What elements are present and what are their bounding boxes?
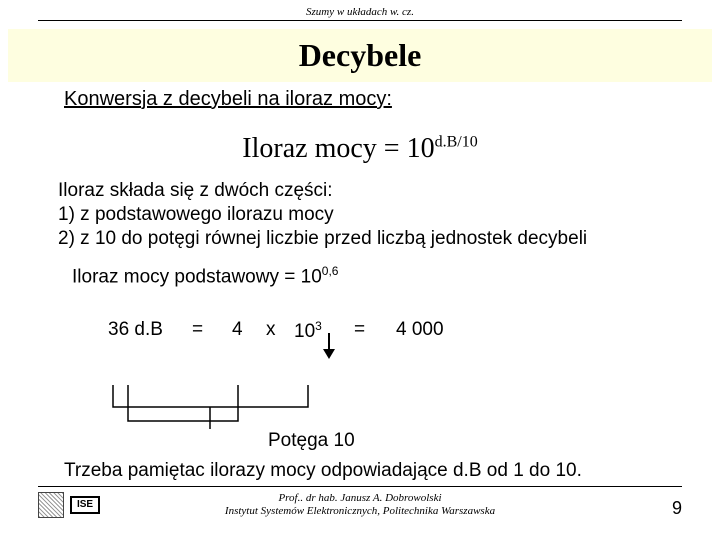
footer-line-2: Instytut Systemów Elektronicznych, Polit… — [0, 505, 720, 518]
sub-formula-text: Iloraz mocy podstawowy = 10 — [72, 267, 322, 288]
bracket-2-icon — [113, 385, 333, 435]
calc-ten-base: 10 — [294, 321, 315, 343]
title-box: Decybele — [8, 29, 712, 82]
main-formula: Iloraz mocy = 10d.B/10 — [0, 133, 720, 165]
calc-four: 4 — [232, 319, 243, 341]
calc-eq1: = — [192, 319, 203, 341]
calc-x: x — [266, 319, 276, 341]
calc-eq2: = — [354, 319, 365, 341]
page-number: 9 — [672, 498, 682, 519]
potega-label: Potęga 10 — [268, 430, 355, 452]
page-title: Decybele — [8, 37, 712, 74]
bottom-note: Trzeba pamiętac ilorazy mocy odpowiadają… — [64, 460, 582, 482]
running-header: Szumy w układach w. cz. — [0, 0, 720, 20]
sub-formula: Iloraz mocy podstawowy = 100,6 — [72, 264, 720, 288]
calc-ten-exp: 3 — [315, 319, 322, 333]
footer: Prof.. dr hab. Janusz A. Dobrowolski Ins… — [0, 492, 720, 518]
formula-lhs: Iloraz mocy = 10 — [242, 133, 434, 164]
subtitle: Konwersja z decybeli na iloraz mocy: — [64, 88, 720, 111]
body-text: Iloraz składa się z dwóch części: 1) z p… — [58, 179, 682, 250]
formula-sup: d.B/10 — [435, 134, 478, 151]
calc-row: 36 d.B = 4 x 103 = 4 000 — [108, 319, 720, 347]
bottom-rule — [38, 486, 682, 487]
body-line-1: Iloraz składa się z dwóch części: — [58, 179, 682, 203]
sub-formula-sup: 0,6 — [322, 264, 339, 278]
top-rule — [38, 20, 682, 21]
calc-db: 36 d.B — [108, 319, 163, 341]
calc-result: 4 000 — [396, 319, 444, 341]
body-line-3: 2) z 10 do potęgi równej liczbie przed l… — [58, 227, 682, 251]
footer-line-1: Prof.. dr hab. Janusz A. Dobrowolski — [0, 492, 720, 505]
body-line-2: 1) z podstawowego ilorazu mocy — [58, 203, 682, 227]
calc-ten: 103 — [294, 319, 322, 343]
